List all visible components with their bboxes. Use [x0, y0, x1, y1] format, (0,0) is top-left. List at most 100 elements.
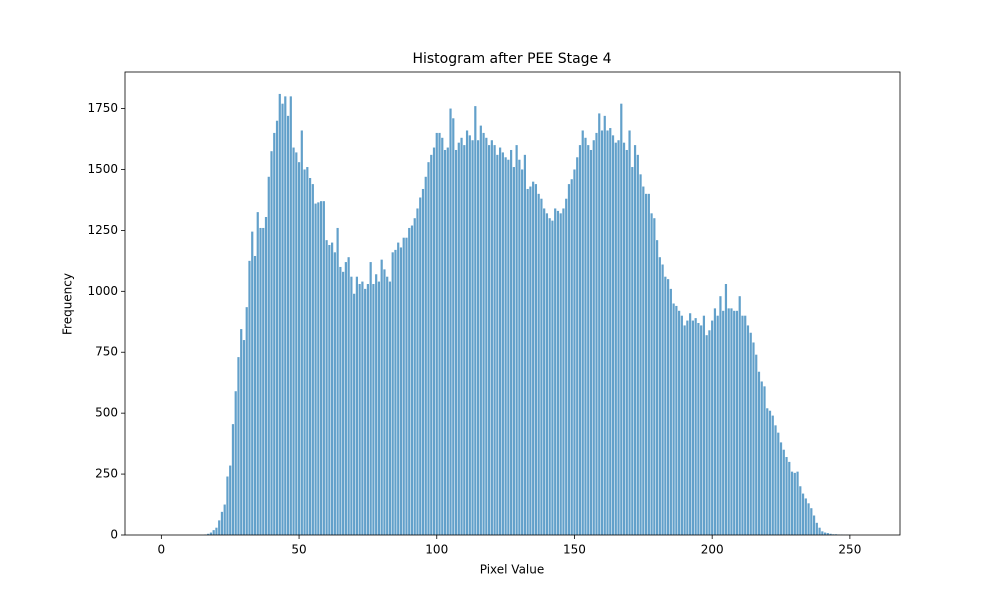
bar	[262, 227, 265, 536]
bar	[636, 154, 639, 535]
bar	[463, 145, 466, 535]
bar	[669, 288, 672, 535]
bar	[730, 308, 733, 535]
bar	[289, 96, 292, 536]
bar	[700, 325, 703, 535]
bar	[559, 213, 562, 535]
axes-frame	[124, 71, 901, 536]
bar	[570, 179, 573, 535]
bar	[331, 242, 334, 535]
bar	[487, 145, 491, 535]
bar	[355, 276, 358, 535]
bar	[664, 276, 667, 535]
bar	[336, 227, 339, 536]
bar	[308, 178, 312, 535]
bar	[319, 201, 323, 535]
bar	[788, 461, 791, 535]
bar	[413, 218, 416, 536]
bar	[496, 154, 499, 535]
bar	[812, 515, 816, 535]
bar	[592, 140, 595, 536]
bar	[722, 310, 725, 535]
bar	[603, 115, 606, 535]
bar	[386, 276, 389, 535]
bar	[752, 342, 755, 535]
bar	[476, 140, 480, 536]
x-tick-label: 150	[563, 543, 586, 557]
bar	[405, 237, 408, 535]
bar	[631, 167, 634, 535]
bar	[548, 218, 551, 536]
bar	[658, 257, 661, 535]
bar	[512, 167, 515, 535]
bar	[504, 157, 507, 535]
bar	[507, 159, 510, 535]
bar	[521, 169, 524, 535]
bar	[537, 193, 540, 535]
bar	[248, 260, 251, 535]
bar	[333, 252, 336, 536]
bar	[620, 103, 623, 535]
bar	[565, 198, 568, 535]
bar	[256, 212, 259, 536]
chart-title: Histogram after PEE Stage 4	[412, 51, 611, 67]
bar	[691, 320, 694, 535]
bar	[229, 465, 232, 535]
bar	[573, 169, 576, 535]
bar	[678, 310, 681, 535]
bar	[474, 106, 477, 536]
bar	[220, 511, 224, 535]
x-tick-label: 250	[838, 543, 861, 557]
bar	[667, 279, 670, 535]
bar	[366, 284, 370, 535]
bar	[543, 208, 546, 535]
bar	[300, 130, 303, 536]
bar	[408, 227, 411, 536]
bar	[650, 213, 653, 535]
bar	[744, 315, 747, 535]
bar	[694, 318, 697, 535]
bar	[777, 432, 780, 535]
bar	[267, 176, 270, 535]
bar	[479, 125, 482, 535]
bar	[686, 320, 689, 535]
bar	[518, 159, 521, 535]
bar	[322, 201, 325, 535]
bar	[369, 262, 372, 535]
bar	[523, 154, 526, 535]
bar	[826, 533, 829, 535]
bar	[454, 149, 458, 535]
bar	[644, 193, 648, 535]
bar	[259, 227, 262, 536]
bar	[468, 135, 471, 535]
bar	[576, 157, 579, 535]
bar	[653, 218, 656, 536]
bar	[501, 152, 504, 536]
x-tick-label: 100	[425, 543, 448, 557]
bar	[342, 271, 345, 535]
bar	[823, 532, 827, 535]
bar	[281, 103, 284, 535]
bar	[801, 493, 805, 535]
bar	[793, 472, 796, 535]
bar	[237, 357, 240, 535]
bar	[768, 410, 772, 535]
bar	[763, 386, 766, 535]
bar	[350, 276, 353, 535]
bar	[209, 532, 213, 535]
bar	[526, 188, 529, 535]
bar	[416, 208, 419, 535]
bar	[633, 145, 637, 535]
bar	[815, 522, 818, 535]
bar	[796, 471, 799, 535]
y-tick-label: 1500	[87, 162, 118, 176]
bar	[818, 527, 821, 535]
bar	[598, 113, 601, 535]
bar	[716, 315, 719, 535]
bar	[251, 231, 254, 535]
bar	[234, 391, 237, 535]
bar	[245, 307, 248, 535]
bar	[347, 257, 350, 535]
bar	[295, 152, 298, 536]
bar	[427, 162, 430, 536]
